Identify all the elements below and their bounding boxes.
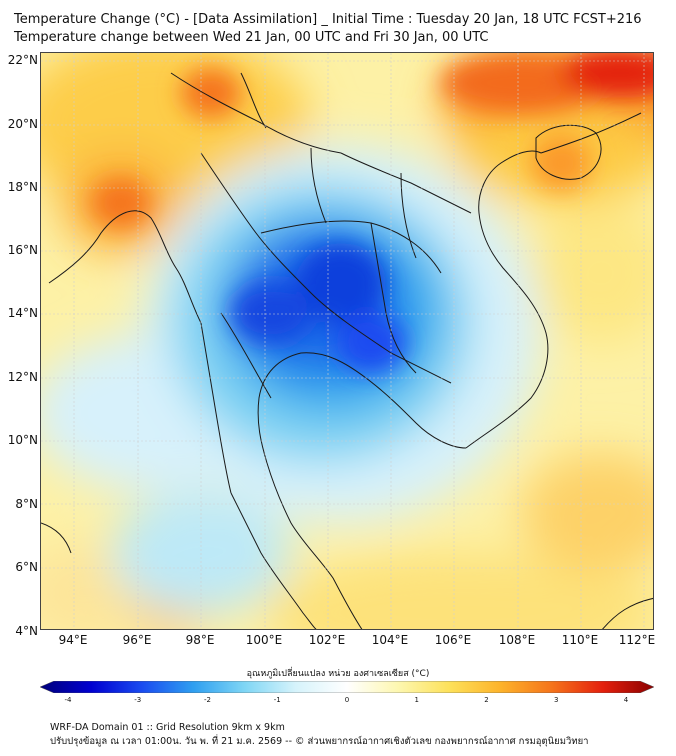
lat-label-16n: 16°N bbox=[7, 243, 38, 257]
lon-label-106e: 106°E bbox=[434, 633, 472, 647]
colorbar-tick-label: -2 bbox=[204, 696, 211, 704]
colorbar-title: อุณหภูมิเปลี่ยนแปลง หน่วย องศาเซลเซียส (… bbox=[246, 669, 430, 679]
lat-label-10n: 10°N bbox=[7, 433, 38, 447]
lat-label-6n: 6°N bbox=[15, 560, 38, 574]
colorbar-tick-label: 1 bbox=[414, 696, 419, 704]
lon-label-100e: 100°E bbox=[245, 633, 283, 647]
lon-label-98e: 98°E bbox=[185, 633, 215, 647]
lat-label-4n: 4°N bbox=[15, 624, 38, 638]
lat-label-12n: 12°N bbox=[7, 370, 38, 384]
lat-label-22n: 22°N bbox=[7, 53, 38, 67]
colorbar-tick-label: -3 bbox=[134, 696, 142, 704]
footer-update-info: ปรับปรุงข้อมูล ณ เวลา 01:00น. วัน พ. ที่… bbox=[50, 736, 589, 747]
colorbar-tick-label: 0 bbox=[344, 696, 350, 704]
lon-label-104e: 104°E bbox=[371, 633, 409, 647]
lat-label-20n: 20°N bbox=[7, 117, 38, 131]
lon-label-110e: 110°E bbox=[561, 633, 599, 647]
map-title-line2: Temperature change between Wed 21 Jan, 0… bbox=[14, 30, 489, 45]
colorbar-tick-label: 3 bbox=[554, 696, 559, 704]
colorbar-tick-label: -1 bbox=[273, 696, 281, 704]
footer-domain-info: WRF-DA Domain 01 :: Grid Resolution 9km … bbox=[50, 722, 285, 733]
colorbar-tick-label: 4 bbox=[623, 696, 629, 704]
lon-label-102e: 102°E bbox=[308, 633, 346, 647]
lon-label-96e: 96°E bbox=[122, 633, 152, 647]
lat-label-8n: 8°N bbox=[15, 497, 38, 511]
colorbar-tick-label: -4 bbox=[64, 696, 72, 704]
lat-label-14n: 14°N bbox=[7, 306, 38, 320]
colorbar-tick-label: 2 bbox=[484, 696, 489, 704]
lon-label-94e: 94°E bbox=[58, 633, 88, 647]
lon-label-112e: 112°E bbox=[618, 633, 656, 647]
lon-label-108e: 108°E bbox=[498, 633, 536, 647]
colorbar bbox=[40, 681, 654, 693]
map-title-line1: Temperature Change (°C) - [Data Assimila… bbox=[14, 12, 642, 27]
temperature-change-map bbox=[40, 52, 654, 630]
lat-label-18n: 18°N bbox=[7, 180, 38, 194]
